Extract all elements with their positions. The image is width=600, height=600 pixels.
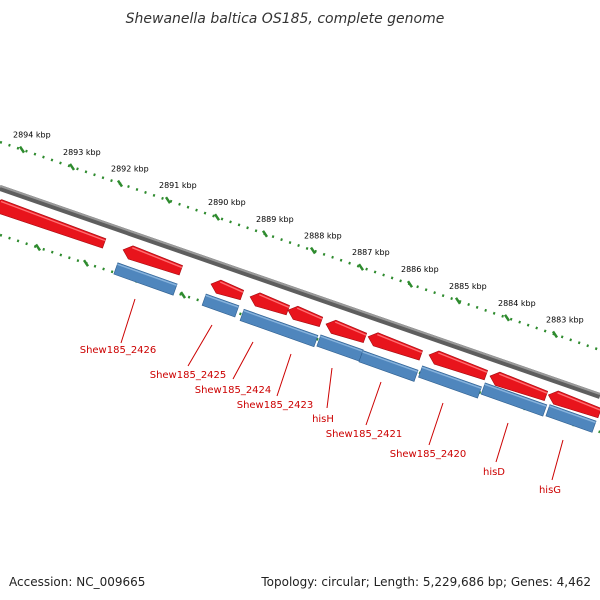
scale-label: 2894 kbp	[13, 131, 51, 140]
gene-callout-line	[551, 439, 564, 481]
inner-major-tick	[34, 243, 42, 252]
scale-label: 2884 kbp	[498, 299, 536, 308]
gene-callout-line	[276, 353, 292, 397]
outer-major-tick	[116, 179, 124, 188]
outer-major-tick	[164, 196, 172, 204]
scale-label: 2889 kbp	[256, 215, 294, 224]
reverse-gene	[545, 404, 597, 433]
gene-callout-line	[120, 298, 136, 344]
gene-callout-line	[187, 324, 213, 367]
reverse-gene	[113, 262, 178, 296]
forward-gene	[489, 371, 549, 402]
gene-callout-line	[365, 381, 382, 426]
outer-major-tick	[68, 163, 76, 171]
reverse-gene	[358, 350, 419, 382]
outer-major-tick	[213, 213, 221, 221]
forward-gene	[367, 332, 423, 361]
genome-backbone-highlight	[0, 185, 600, 395]
outer-major-tick	[261, 230, 269, 238]
gene-callout-line	[232, 341, 254, 380]
inner-major-tick	[179, 291, 187, 299]
genome-backbone	[0, 185, 600, 399]
gene-label: hisG	[539, 485, 561, 496]
scale-label: 2883 kbp	[546, 315, 584, 324]
gene-label: Shew185_2421	[326, 429, 403, 440]
scale-label: 2893 kbp	[63, 148, 101, 157]
outer-major-tick	[309, 246, 317, 255]
forward-gene	[210, 279, 245, 301]
scale-label: 2886 kbp	[401, 265, 439, 274]
gene-label: Shew185_2423	[237, 400, 314, 411]
outer-major-tick	[18, 145, 26, 154]
scale-label: 2885 kbp	[449, 282, 487, 291]
gene-callout-line	[326, 367, 333, 409]
accession-text: Accession: NC_009665	[9, 575, 145, 589]
scale-label: 2891 kbp	[159, 181, 197, 190]
outer-major-tick	[454, 297, 462, 305]
outer-major-tick	[503, 314, 511, 322]
forward-gene	[428, 350, 489, 381]
gene-label: Shew185_2426	[80, 345, 157, 356]
outer-major-tick	[551, 330, 559, 339]
reverse-gene	[201, 293, 240, 318]
reverse-gene	[239, 308, 319, 348]
reverse-gene	[418, 365, 482, 399]
forward-gene	[0, 199, 107, 249]
gene-label: Shew185_2420	[390, 449, 467, 460]
map-title: Shewanella baltica OS185, complete genom…	[126, 11, 445, 27]
reverse-gene	[316, 334, 364, 362]
gene-callout-line	[495, 422, 509, 463]
label-layer: Shew185_2426 Shew185_2425 Shew185_2424 Shew…	[80, 298, 564, 496]
forward-gene	[287, 305, 324, 327]
reverse-gene	[480, 382, 548, 417]
scale-label: 2890 kbp	[208, 198, 246, 207]
scale-label: 2888 kbp	[304, 232, 342, 241]
gene-label: hisD	[483, 467, 505, 478]
gene-layer	[0, 199, 600, 433]
gene-label: Shew185_2424	[195, 385, 272, 396]
outer-major-tick	[357, 263, 365, 271]
gene-label: hisH	[312, 414, 334, 425]
scale-label: 2892 kbp	[111, 165, 149, 174]
inner-major-tick	[82, 259, 90, 267]
gene-callout-line	[428, 402, 444, 446]
backbone-layer	[0, 185, 600, 399]
scale-label: 2887 kbp	[352, 248, 390, 257]
forward-gene	[325, 319, 368, 344]
gene-label: Shew185_2425	[150, 370, 227, 381]
topology-text: Topology: circular; Length: 5,229,686 bp…	[260, 575, 591, 589]
forward-gene	[122, 245, 183, 276]
outer-major-tick	[406, 280, 414, 288]
